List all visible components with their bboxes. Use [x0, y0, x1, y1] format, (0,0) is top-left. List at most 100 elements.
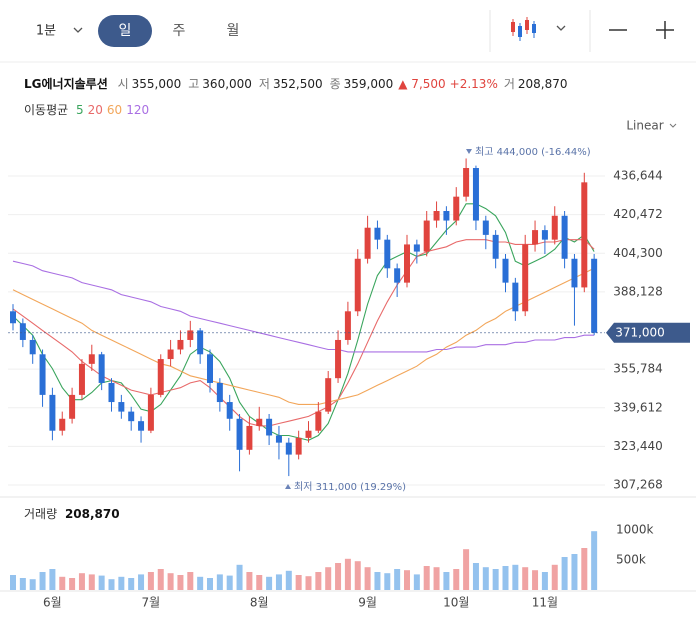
volume-bar: [335, 563, 342, 590]
volume-bar: [581, 548, 588, 590]
volume-bar: [177, 575, 184, 590]
tab[interactable]: 일: [119, 23, 132, 39]
volume-bar: [266, 576, 273, 590]
candle-body: [108, 382, 115, 403]
volume-bar: [256, 575, 263, 590]
candle-body: [541, 230, 548, 240]
plot: 307,268 323,440 339,612 355,784 388,128 404,3…: [8, 158, 690, 610]
volume-bar: [108, 579, 115, 590]
candle-body: [413, 244, 420, 252]
ma-line: [12, 260, 595, 353]
candle-body: [147, 394, 154, 431]
volume-bar: [384, 573, 391, 590]
low-marker: [285, 484, 291, 489]
candle-body: [443, 211, 450, 221]
volume-bar: [463, 549, 470, 590]
quote-value: 208,870: [518, 77, 568, 91]
candle-body: [19, 323, 26, 340]
volume-bar: [10, 575, 16, 590]
volume-bar: [482, 567, 489, 590]
candle-body: [285, 442, 292, 455]
scale-select[interactable]: Linear: [626, 119, 663, 133]
candle-body: [216, 382, 223, 403]
candle-body: [472, 168, 479, 221]
current-price-label: 371,000: [615, 325, 665, 339]
volume-tick-label: 1000k: [616, 523, 654, 537]
tab[interactable]: 주: [173, 23, 186, 39]
volume-bar: [374, 572, 381, 590]
volume-bar: [364, 567, 371, 590]
tab[interactable]: 월: [227, 23, 240, 39]
candle-body: [433, 211, 440, 221]
candle-body: [315, 411, 322, 431]
candle-body: [453, 196, 460, 221]
candle-body: [226, 402, 233, 419]
volume-bar: [443, 572, 450, 590]
x-tick-label: 11월: [532, 596, 558, 610]
volume-bar: [59, 576, 66, 590]
quote-value: 359,000: [344, 77, 394, 91]
candle-body: [187, 330, 194, 340]
toolbar: 1분 일 주 월: [0, 10, 696, 63]
volume-bar: [19, 578, 26, 590]
low-annotation: 최저 311,000 (19.29%): [294, 481, 406, 493]
candle-body: [49, 394, 56, 431]
interval-select[interactable]: 1분: [36, 24, 56, 39]
volume-bar: [325, 567, 332, 590]
chart-type-button[interactable]: [511, 17, 536, 41]
volume-bar: [492, 569, 499, 590]
quote-label: 종: [330, 77, 341, 91]
candle-body: [78, 363, 85, 395]
volume-bar: [354, 561, 361, 590]
y-tick-label: 420,472: [613, 207, 663, 221]
volume-bar: [187, 572, 194, 590]
stock-name: LG에너지솔루션: [24, 76, 108, 91]
candle-body: [295, 437, 302, 455]
quote-value: 355,000: [132, 77, 182, 91]
candle-body: [591, 258, 598, 333]
chevron[interactable]: [556, 25, 566, 31]
quote-label: 시: [118, 77, 129, 91]
candle-body: [138, 421, 145, 431]
candle-body: [502, 258, 509, 283]
volume-legend: 거래량 208,870: [24, 507, 120, 521]
volume-bar: [404, 570, 410, 590]
volume-bar: [216, 574, 223, 590]
volume-bar: [433, 567, 440, 590]
candle-body: [256, 418, 263, 426]
volume-bar: [207, 578, 213, 590]
y-tick-label: 339,612: [613, 400, 663, 414]
candle-body: [207, 354, 213, 383]
volume-bar: [551, 564, 558, 590]
quote-label: 거: [504, 77, 515, 91]
legend-entry: 120: [126, 103, 149, 117]
candle-body: [561, 215, 568, 259]
candle-body: [522, 244, 529, 312]
candle-body: [394, 268, 401, 283]
volume-bar: [138, 574, 145, 590]
candle-body: [463, 168, 470, 197]
candle-body: [581, 182, 588, 288]
volume-bar: [315, 572, 322, 590]
volume-bar: [453, 569, 460, 590]
zoom-in[interactable]: [656, 21, 674, 39]
volume-bar: [236, 564, 243, 590]
volume-value: 208,870: [65, 507, 120, 521]
legend-entry: 5: [76, 103, 84, 117]
candle-body: [404, 244, 410, 283]
candle-body: [236, 418, 243, 450]
volume-bar: [69, 578, 76, 590]
quote-value: 360,000: [202, 77, 252, 91]
volume-bar: [226, 575, 233, 590]
x-tick-label: 9월: [358, 596, 377, 610]
candle-body: [10, 311, 16, 324]
candle-body: [29, 339, 36, 355]
y-tick-label: 436,644: [613, 169, 663, 183]
volume-bar: [285, 570, 292, 590]
volume-bar: [502, 566, 509, 590]
candle-body: [364, 227, 371, 259]
ma-legend: 이동평균 5 20 60 120: [24, 103, 149, 117]
volume-bar: [571, 554, 578, 590]
volume-bar: [541, 572, 548, 590]
chevron: [73, 27, 83, 33]
